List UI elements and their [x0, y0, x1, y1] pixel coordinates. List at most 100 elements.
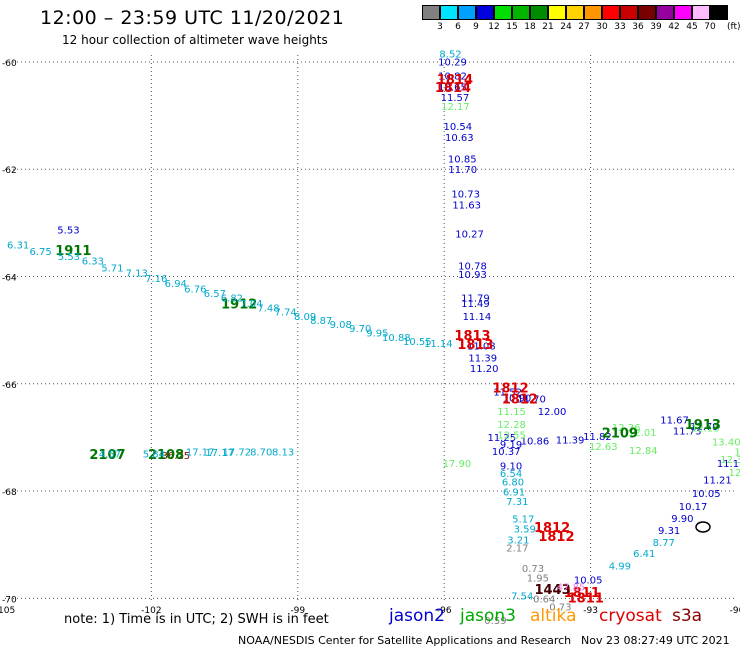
data-label: 7.31 — [506, 497, 528, 508]
data-label: 7.16 — [145, 274, 167, 285]
x-tick-label: -105 — [0, 606, 15, 616]
data-label: 8.13 — [272, 448, 294, 459]
data-label: 10.05 — [574, 575, 603, 586]
data-label: 17.17 — [205, 448, 234, 459]
data-label: 6.57 — [204, 289, 226, 300]
data-label: 1811 — [564, 586, 600, 601]
legend-jason3: jason3 — [460, 606, 516, 626]
colorbar-tick-label: 9 — [473, 22, 479, 32]
data-label: 3.59 — [514, 524, 536, 535]
data-label: 5.53 — [58, 252, 80, 263]
colorbar-tick-label: 30 — [596, 22, 608, 32]
data-label: 6.94 — [165, 279, 187, 290]
data-label: 1911 — [55, 244, 91, 259]
legend-jason2: jason2 — [389, 606, 445, 626]
data-label: 8.87 — [310, 316, 332, 327]
x-tick-label: -99 — [290, 606, 305, 616]
data-label: 11.79 — [461, 294, 490, 305]
data-label: 1.95 — [527, 574, 549, 585]
colorbar-tick-label: 45 — [686, 22, 698, 32]
data-label: 11.08 — [467, 341, 496, 352]
data-label: 1443 — [534, 583, 570, 598]
colorbar-tick-label: 21 — [542, 22, 554, 32]
data-label: 8.70 — [250, 448, 272, 459]
data-label: 10.63 — [445, 133, 474, 144]
data-label: 10.55 — [403, 337, 432, 348]
data-label: 10.93 — [458, 270, 487, 281]
data-label: 6.75 — [29, 247, 51, 258]
data-label: 6.41 — [633, 549, 655, 560]
data-label: 7.48 — [257, 303, 279, 314]
data-label: 10.05 — [692, 489, 721, 500]
data-label: 1814 — [435, 81, 471, 96]
colorbar-swatch — [584, 5, 602, 20]
data-label: 9.95 — [366, 329, 388, 340]
colorbar-swatch — [638, 5, 656, 20]
colorbar-tick-label: 39 — [650, 22, 662, 32]
data-label: 11.57 — [441, 93, 470, 104]
data-label: 2108 — [148, 448, 184, 463]
data-label: 7.54 — [511, 591, 533, 602]
y-tick-label: -62 — [2, 166, 17, 176]
data-label: 10.88 — [382, 333, 411, 344]
note-text: note: 1) Time is in UTC; 2) SWH is in fe… — [64, 612, 329, 627]
data-label: 6.76 — [184, 285, 206, 296]
data-label: 11.63 — [452, 200, 481, 211]
colorbar-tick-label: 3 — [437, 22, 443, 32]
colorbar-swatch — [566, 5, 584, 20]
colorbar-swatch — [620, 5, 638, 20]
data-label: 13.40 — [712, 437, 740, 448]
colorbar-swatch — [602, 5, 620, 20]
data-label: 11.25 — [487, 433, 516, 444]
data-label: 1912 — [221, 298, 257, 313]
legend-altika: altika — [530, 606, 577, 626]
colorbar-tick-label: 18 — [524, 22, 536, 32]
island-outline — [695, 521, 711, 533]
data-label: 10.37 — [492, 447, 521, 458]
data-label: 1814 — [437, 73, 473, 88]
legend-s3a: s3a — [672, 606, 703, 626]
data-label: 1812 — [492, 381, 528, 396]
data-label: 0.59 — [484, 616, 506, 627]
data-label: 11.67 — [660, 415, 689, 426]
data-label: 11.70 — [448, 165, 477, 176]
data-label: 11.21 — [703, 476, 732, 487]
data-label: 8.09 — [294, 312, 316, 323]
data-label: 6.91 — [503, 487, 525, 498]
data-label: 9.10 — [500, 462, 522, 473]
colorbar-swatch — [530, 5, 548, 20]
colorbar-tick-label: 33 — [614, 22, 626, 32]
data-label: 10.17 — [679, 502, 708, 513]
colorbar-swatch — [440, 5, 458, 20]
data-label: 4.99 — [609, 561, 631, 572]
data-label: 9.08 — [330, 320, 352, 331]
data-label: 11.18 — [717, 459, 740, 470]
colorbar-swatch — [692, 5, 710, 20]
data-label: 11.79 — [690, 422, 719, 433]
colorbar-tick-label: 15 — [506, 22, 518, 32]
data-label: 12.55 — [497, 430, 526, 441]
data-label: 2.17 — [506, 544, 528, 555]
data-label: 10.27 — [455, 229, 484, 240]
colorbar-tick-label: 70 — [704, 22, 716, 32]
data-label: 11.15 — [497, 407, 526, 418]
data-label: 11.39 — [468, 353, 497, 364]
colorbar-unit: (ft) — [727, 22, 740, 32]
colorbar-swatch — [548, 5, 566, 20]
data-label: 10.54 — [444, 122, 473, 133]
y-tick-label: -68 — [2, 488, 17, 498]
data-label: 6.33 — [82, 257, 104, 268]
data-label: 47.85 — [557, 582, 586, 593]
colorbar-swatch — [674, 5, 692, 20]
data-label: 1812 — [502, 393, 538, 408]
data-label: 12.01 — [628, 428, 657, 439]
data-label: 6.80 — [502, 478, 524, 489]
data-label: 11.82 — [583, 432, 612, 443]
data-label: 10.29 — [438, 58, 467, 69]
data-label: 9.31 — [658, 526, 680, 537]
data-label: 4.57 — [99, 449, 121, 460]
data-label: 17.72 — [222, 448, 251, 459]
colorbar-tick-label: 12 — [488, 22, 500, 32]
x-tick-label: -90 — [730, 606, 740, 616]
data-label: 7.13 — [126, 269, 148, 280]
